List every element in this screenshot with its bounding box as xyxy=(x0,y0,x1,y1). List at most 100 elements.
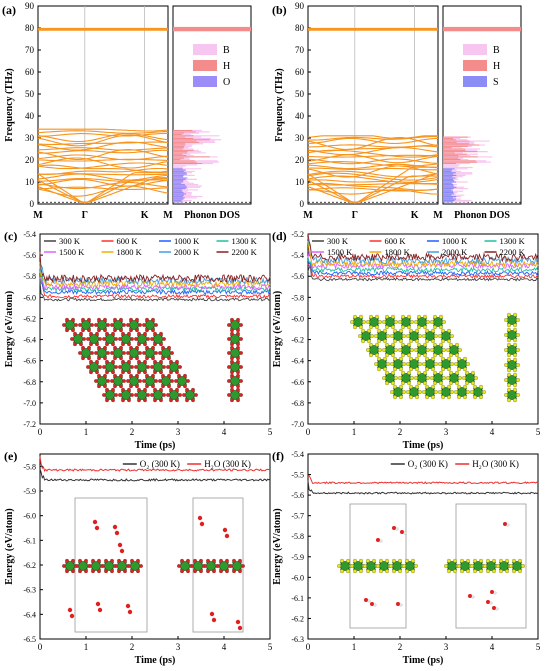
y-tick-label: -5.9 xyxy=(23,487,36,496)
edge-atom xyxy=(167,345,171,350)
edge-atom xyxy=(463,367,467,372)
b12-cluster xyxy=(150,331,166,347)
edge-atom xyxy=(390,362,394,366)
edge-atom xyxy=(162,337,166,341)
edge-atom xyxy=(199,569,203,574)
boron-atom xyxy=(219,561,229,571)
x-tick-label: 5 xyxy=(268,642,273,652)
edge-atom xyxy=(110,351,114,355)
edge-atom xyxy=(513,312,517,317)
boron-atom xyxy=(153,362,163,372)
legend-label: O₂ (300 K) xyxy=(408,459,448,469)
edge-atom xyxy=(463,384,467,389)
edge-atom xyxy=(504,333,508,337)
legend-label: O₂ (300 K) xyxy=(140,459,180,469)
edge-atom xyxy=(130,337,134,341)
edge-atom xyxy=(407,370,411,375)
edge-atom xyxy=(161,384,165,389)
phonon-band xyxy=(37,185,169,197)
edge-atom xyxy=(94,351,98,355)
boron-atom xyxy=(121,334,131,344)
edge-atom xyxy=(418,390,422,394)
legend-label: 1800 K xyxy=(117,247,143,257)
boron-atom xyxy=(393,387,403,397)
boron-atom xyxy=(65,320,75,330)
b12-cluster xyxy=(134,331,150,347)
edge-atom xyxy=(393,328,397,333)
edge-atom xyxy=(350,320,354,324)
edge-atom xyxy=(441,356,445,361)
boron-atom xyxy=(97,320,107,330)
b12-cluster xyxy=(446,342,462,358)
edge-atom xyxy=(417,314,421,319)
edge-atom xyxy=(409,384,413,389)
dos-frame xyxy=(172,5,252,205)
edge-atom xyxy=(458,348,462,352)
y-tick-label: -5.6 xyxy=(291,272,304,281)
y-tick-label: -6.1 xyxy=(23,536,36,545)
panel-label: (b) xyxy=(272,3,287,17)
phonon-band xyxy=(37,149,169,161)
y-tick-label: -5.6 xyxy=(291,491,304,500)
edge-atom xyxy=(230,331,234,336)
edge-atom xyxy=(150,365,154,369)
legend-label: B xyxy=(493,45,500,56)
boron-atom xyxy=(78,561,88,571)
molecule-atom xyxy=(392,526,396,530)
edge-atom xyxy=(65,317,69,322)
y-tick-label: -6.2 xyxy=(291,336,304,345)
b12-cluster xyxy=(366,342,382,358)
edge-atom xyxy=(123,558,127,563)
edge-atom xyxy=(393,384,397,389)
boron-atom xyxy=(117,561,127,571)
boron-atom xyxy=(105,390,115,400)
edge-atom xyxy=(119,356,123,361)
edge-atom xyxy=(151,317,155,322)
edge-atom xyxy=(186,379,190,383)
edge-atom xyxy=(479,395,483,400)
edge-atom xyxy=(399,328,403,333)
edge-atom xyxy=(366,558,370,563)
edge-atom xyxy=(216,564,220,568)
x-tick-label: 4 xyxy=(490,427,495,437)
b12-cluster xyxy=(142,345,158,361)
molecule-atom xyxy=(95,601,101,607)
b12-cluster xyxy=(216,558,232,574)
edge-atom xyxy=(369,325,373,330)
edge-atom xyxy=(71,558,75,563)
b12-cluster xyxy=(110,345,126,361)
x-tick-label: 1 xyxy=(84,427,89,437)
edge-atom xyxy=(414,320,418,324)
edge-atom xyxy=(507,357,511,362)
phonon-band xyxy=(37,141,169,145)
edge-atom xyxy=(212,558,216,563)
edge-atom xyxy=(399,356,403,361)
edge-atom xyxy=(423,353,427,358)
legend-label: 1500 K xyxy=(327,247,353,257)
k-point-label: K xyxy=(411,210,419,221)
edge-atom xyxy=(212,569,216,574)
edge-atom xyxy=(386,362,390,366)
edge-atom xyxy=(471,370,475,375)
edge-atom xyxy=(392,569,396,574)
b12-cluster xyxy=(504,342,520,358)
edge-atom xyxy=(402,362,406,366)
edge-atom xyxy=(185,398,189,403)
boron-atom xyxy=(97,376,107,386)
boron-atom xyxy=(377,359,387,369)
b12-cluster xyxy=(110,373,126,389)
edge-atom xyxy=(114,393,118,397)
b12-cluster xyxy=(358,328,374,344)
edge-atom xyxy=(423,370,427,375)
edge-atom xyxy=(130,558,134,563)
boron-atom xyxy=(433,345,443,355)
y-tick-label: -6.1 xyxy=(291,594,304,603)
boron-atom xyxy=(401,373,411,383)
edge-atom xyxy=(134,337,138,341)
edge-atom xyxy=(504,318,508,322)
edge-atom xyxy=(159,342,163,347)
edge-atom xyxy=(161,345,165,350)
phonon-band xyxy=(307,147,439,156)
edge-atom xyxy=(479,384,483,389)
edge-atom xyxy=(449,342,453,347)
